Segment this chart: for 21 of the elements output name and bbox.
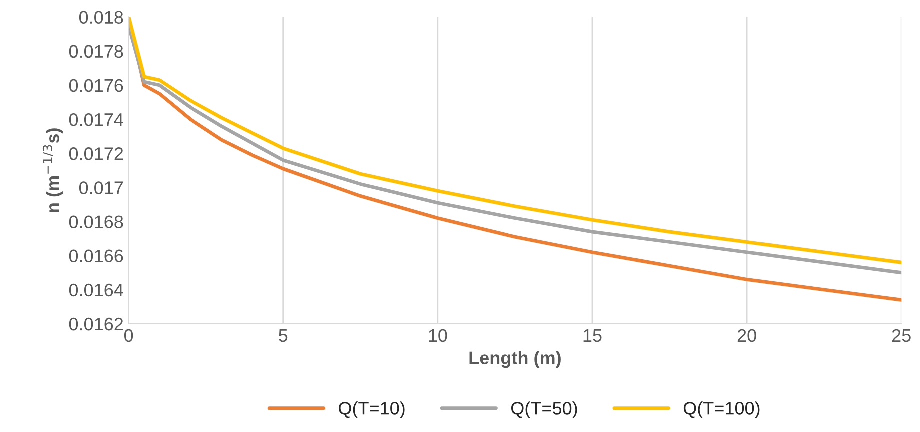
y-tick-label: 0.0162 xyxy=(69,318,124,331)
x-tick-label: 5 xyxy=(279,330,288,342)
legend-label: Q(T=10) xyxy=(339,402,405,418)
y-tick-label: 0.0174 xyxy=(69,113,124,126)
y-tick-label: 0.0166 xyxy=(69,250,124,263)
y-tick-label: 0.0172 xyxy=(69,148,124,160)
y-tick-label: 0.0168 xyxy=(69,216,124,228)
y-tick-label: 0.018 xyxy=(79,11,124,24)
legend-label: Q(T=100) xyxy=(684,402,760,418)
x-tick-label: 10 xyxy=(429,329,448,342)
x-axis-title: Length (m) xyxy=(470,351,561,368)
x-tick-label: 25 xyxy=(892,329,911,342)
x-tick-label: 20 xyxy=(738,329,756,342)
y-tick-label: 0.017 xyxy=(79,182,124,194)
y-axis-title: n (m$^{−1/3}$s) xyxy=(42,128,63,212)
x-tick-label: 0 xyxy=(124,329,134,342)
y-tick-label: 0.0164 xyxy=(69,284,124,297)
y-tick-label: 0.0176 xyxy=(69,79,124,92)
x-tick-label: 15 xyxy=(584,330,602,342)
legend-label: Q(T=50) xyxy=(511,402,578,418)
y-tick-label: 0.0178 xyxy=(69,45,124,58)
